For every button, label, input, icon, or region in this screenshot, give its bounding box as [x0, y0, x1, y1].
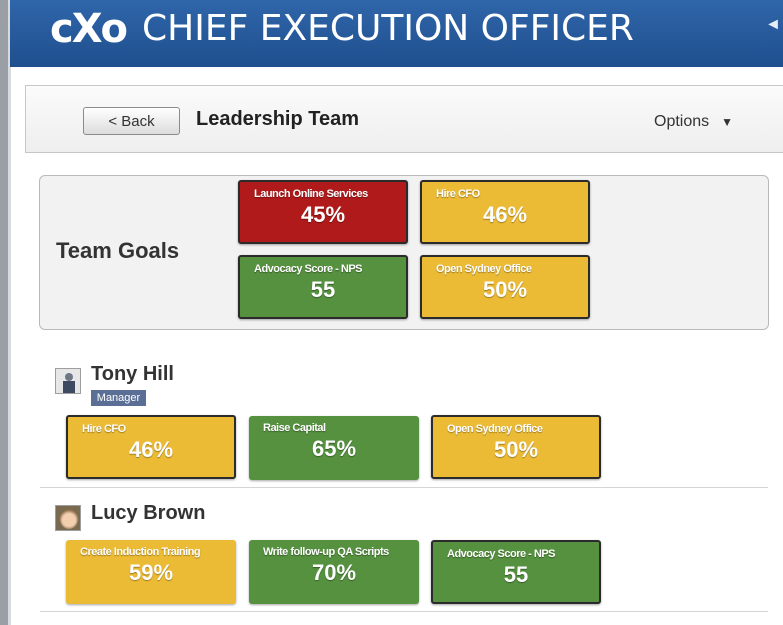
- role-badge: Manager: [91, 390, 146, 406]
- dropdown-caret-icon: ▼: [721, 115, 734, 129]
- window-left-edge-highlight: [8, 0, 11, 625]
- goal-tile[interactable]: Launch Online Services 45%: [238, 180, 408, 244]
- goal-progress: 59%: [128, 560, 174, 585]
- goal-progress: 45%: [300, 202, 346, 227]
- app-banner: cXo CHIEF EXECUTION OFFICER ◄: [10, 0, 783, 67]
- person-goal-tile[interactable]: Open Sydney Office 50%: [431, 415, 601, 479]
- goal-name: Create Induction Training: [80, 546, 201, 558]
- goal-tile[interactable]: Advocacy Score - NPS 55: [238, 255, 408, 319]
- person-goal-tile[interactable]: Raise Capital 65%: [249, 416, 419, 480]
- row-divider: [40, 487, 768, 488]
- options-label: Options: [654, 113, 710, 130]
- goal-name: Open Sydney Office: [436, 263, 532, 275]
- person-goal-tile[interactable]: Write follow-up QA Scripts 70%: [249, 540, 419, 604]
- goal-name: Hire CFO: [82, 423, 126, 435]
- app-title: CHIEF EXECUTION OFFICER: [142, 8, 634, 49]
- person-goal-tile[interactable]: Create Induction Training 59%: [66, 540, 236, 604]
- goal-progress: 65%: [311, 436, 357, 461]
- person-silhouette-icon: [55, 368, 81, 394]
- user-photo-icon: [55, 505, 81, 531]
- person-name[interactable]: Tony Hill: [91, 363, 174, 385]
- goal-progress: 70%: [311, 560, 357, 585]
- goal-progress: 55: [503, 562, 529, 587]
- back-button[interactable]: < Back: [83, 107, 180, 135]
- goal-name: Open Sydney Office: [447, 423, 543, 435]
- toolbar: < Back Leadership Team Options ▼: [25, 85, 783, 153]
- collapse-arrow-icon[interactable]: ◄: [765, 16, 781, 33]
- cxo-logo: cXo: [50, 6, 128, 52]
- goal-progress: 46%: [482, 202, 528, 227]
- options-menu[interactable]: Options ▼: [654, 113, 733, 131]
- goal-progress: 55: [310, 277, 336, 302]
- goal-progress: 50%: [493, 437, 539, 462]
- goal-progress: 50%: [482, 277, 528, 302]
- goal-name: Raise Capital: [263, 422, 326, 434]
- goal-name: Advocacy Score - NPS: [254, 263, 363, 275]
- goal-name: Advocacy Score - NPS: [447, 548, 556, 560]
- person-goal-tile[interactable]: Hire CFO 46%: [66, 415, 236, 479]
- goal-tile[interactable]: Open Sydney Office 50%: [420, 255, 590, 319]
- page-title: Leadership Team: [196, 108, 360, 130]
- row-divider: [40, 611, 768, 612]
- window-left-edge: [0, 0, 10, 625]
- goal-progress: 46%: [128, 437, 174, 462]
- goal-tile[interactable]: Hire CFO 46%: [420, 180, 590, 244]
- goal-name: Write follow-up QA Scripts: [263, 546, 389, 558]
- goal-name: Launch Online Services: [254, 188, 368, 200]
- goal-name: Hire CFO: [436, 188, 480, 200]
- team-goals-label: Team Goals: [56, 238, 180, 263]
- person-name[interactable]: Lucy Brown: [91, 502, 206, 524]
- person-goal-tile[interactable]: Advocacy Score - NPS 55: [431, 540, 601, 604]
